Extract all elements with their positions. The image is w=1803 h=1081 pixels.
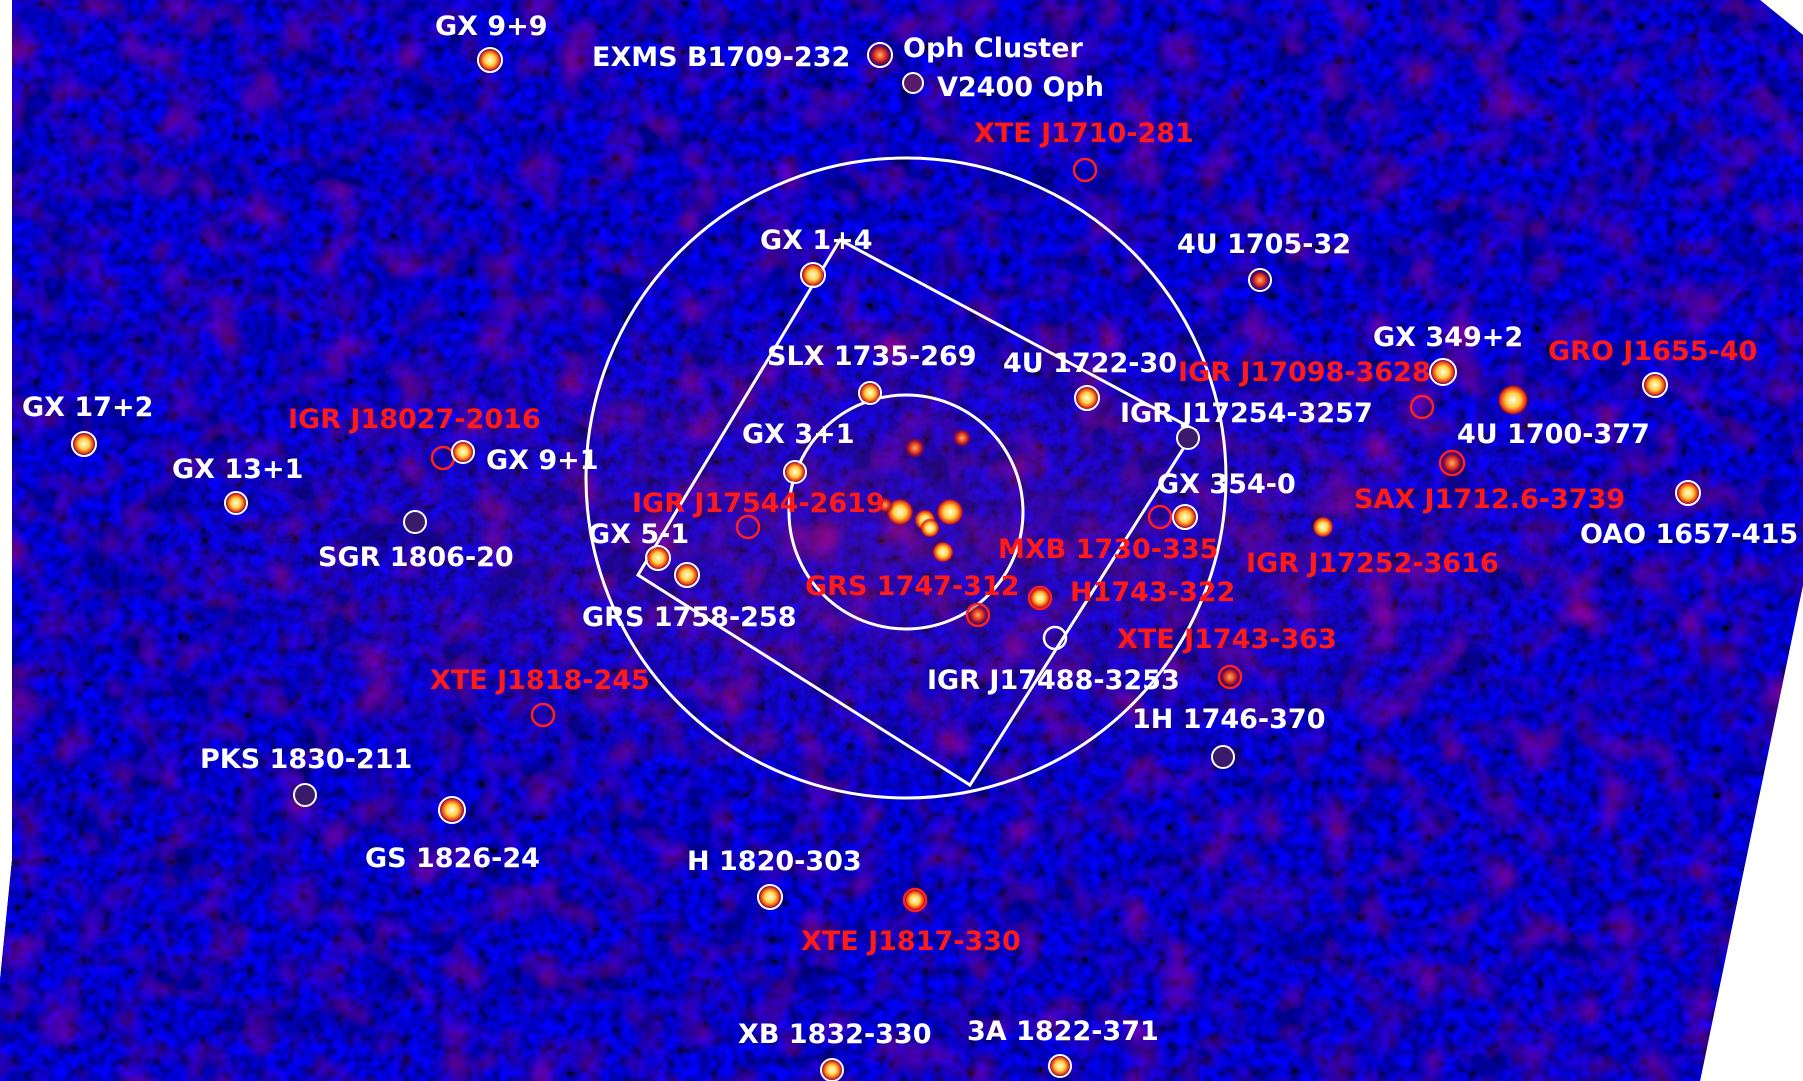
source-marker — [1217, 664, 1243, 690]
label-xte-j1818-245: XTE J1818-245 — [430, 665, 650, 696]
source-marker — [1074, 385, 1100, 411]
source-marker — [1429, 358, 1457, 386]
source-marker — [902, 887, 928, 913]
label-igr-j17488-3253: IGR J17488-3253 — [927, 665, 1180, 696]
label-4u-1705-32: 4U 1705-32 — [1177, 229, 1351, 260]
source-marker — [757, 884, 783, 910]
label-sax-j1712-6-3739: SAX J1712.6-3739 — [1354, 484, 1625, 515]
source-marker — [902, 72, 924, 94]
label-gx-5-1: GX 5-1 — [588, 519, 689, 550]
source-marker — [800, 262, 826, 288]
source-marker — [1248, 268, 1272, 292]
source-marker — [1048, 1054, 1072, 1078]
fully-coded-field-square — [635, 238, 1198, 788]
source-marker — [1438, 449, 1466, 477]
label-v2400-oph: V2400 Oph — [937, 72, 1104, 103]
source-labels: GX 9+9 EXMS B1709-232 Oph Cluster V2400 … — [22, 11, 1798, 1050]
source-marker — [1675, 480, 1701, 506]
label-4u-1722-30: 4U 1722-30 — [1003, 348, 1177, 379]
label-3a-1822-371: 3A 1822-371 — [967, 1016, 1159, 1047]
label-gx-9-9: GX 9+9 — [435, 11, 548, 42]
label-gx-13-1: GX 13+1 — [172, 454, 303, 485]
label-igr-j18027-2016: IGR J18027-2016 — [288, 404, 541, 435]
source-marker — [451, 440, 475, 464]
outer-field-circle — [584, 156, 1228, 800]
label-igr-j17252-3616: IGR J17252-3616 — [1246, 548, 1499, 579]
label-gx-9-1: GX 9+1 — [486, 445, 599, 476]
source-marker — [1072, 157, 1098, 183]
source-marker — [1312, 516, 1334, 538]
source-marker — [735, 514, 761, 540]
label-gx-3-1: GX 3+1 — [742, 419, 855, 450]
source-marker — [224, 491, 248, 515]
source-marker — [645, 545, 671, 571]
label-grs-1747-312: GRS 1747-312 — [805, 571, 1020, 602]
label-gx-349-2: GX 349+2 — [1373, 322, 1523, 353]
label-igr-j17544-2619: IGR J17544-2619 — [632, 488, 885, 519]
label-xte-j1710-281: XTE J1710-281 — [974, 118, 1194, 149]
label-gs-1826-24: GS 1826-24 — [365, 843, 540, 874]
source-marker — [438, 796, 466, 824]
label-xte-j1743-363: XTE J1743-363 — [1117, 624, 1337, 655]
source-marker — [1409, 394, 1435, 420]
label-xb-1832-330: XB 1832-330 — [738, 1019, 932, 1050]
source-marker — [71, 431, 97, 457]
source-marker — [1642, 372, 1668, 398]
source-marker — [403, 510, 427, 534]
label-pks-1830-211: PKS 1830-211 — [200, 744, 412, 775]
label-1h-1746-370: 1H 1746-370 — [1132, 704, 1326, 735]
label-4u-1700-377: 4U 1700-377 — [1457, 419, 1650, 450]
label-h1743-322: H1743-322 — [1070, 577, 1235, 608]
source-marker — [1042, 625, 1068, 651]
field-outline — [584, 156, 1228, 800]
source-marker — [1176, 426, 1200, 450]
source-marker — [783, 460, 807, 484]
source-marker — [965, 602, 991, 628]
label-igr-j17098-3628: IGR J17098-3628 — [1178, 357, 1431, 388]
source-marker — [530, 702, 556, 728]
source-marker — [1497, 384, 1529, 416]
source-marker — [867, 42, 893, 68]
label-slx-1735-269: SLX 1735-269 — [767, 341, 977, 372]
label-igr-j17254-3257: IGR J17254-3257 — [1120, 398, 1373, 429]
source-marker — [674, 562, 700, 588]
label-oph-cluster: Oph Cluster — [903, 33, 1083, 64]
label-mxb-1730-335: MXB 1730-335 — [998, 534, 1218, 565]
label-xte-j1817-330: XTE J1817-330 — [801, 926, 1021, 957]
source-marker — [1027, 585, 1053, 611]
label-oao-1657-415: OAO 1657-415 — [1580, 519, 1798, 550]
source-markers — [71, 42, 1701, 1081]
source-marker — [858, 381, 882, 405]
label-sgr-1806-20: SGR 1806-20 — [318, 542, 514, 573]
source-marker — [1211, 745, 1235, 769]
source-marker — [477, 47, 503, 73]
galactic-center-sources — [876, 428, 972, 563]
source-marker — [293, 783, 317, 807]
source-marker — [820, 1058, 844, 1081]
label-h-1820-303: H 1820-303 — [687, 846, 862, 877]
label-gx-354-0: GX 354-0 — [1157, 469, 1296, 500]
inner-field-circle — [787, 393, 1025, 631]
label-exms-b1709-232: EXMS B1709-232 — [592, 42, 850, 73]
label-gro-j1655-40: GRO J1655-40 — [1548, 336, 1757, 367]
source-marker — [1147, 504, 1173, 530]
label-grs-1758-258: GRS 1758-258 — [582, 602, 797, 633]
source-marker — [1172, 504, 1198, 530]
label-gx-17-2: GX 17+2 — [22, 392, 153, 423]
label-gx-1-4: GX 1+4 — [760, 225, 873, 256]
